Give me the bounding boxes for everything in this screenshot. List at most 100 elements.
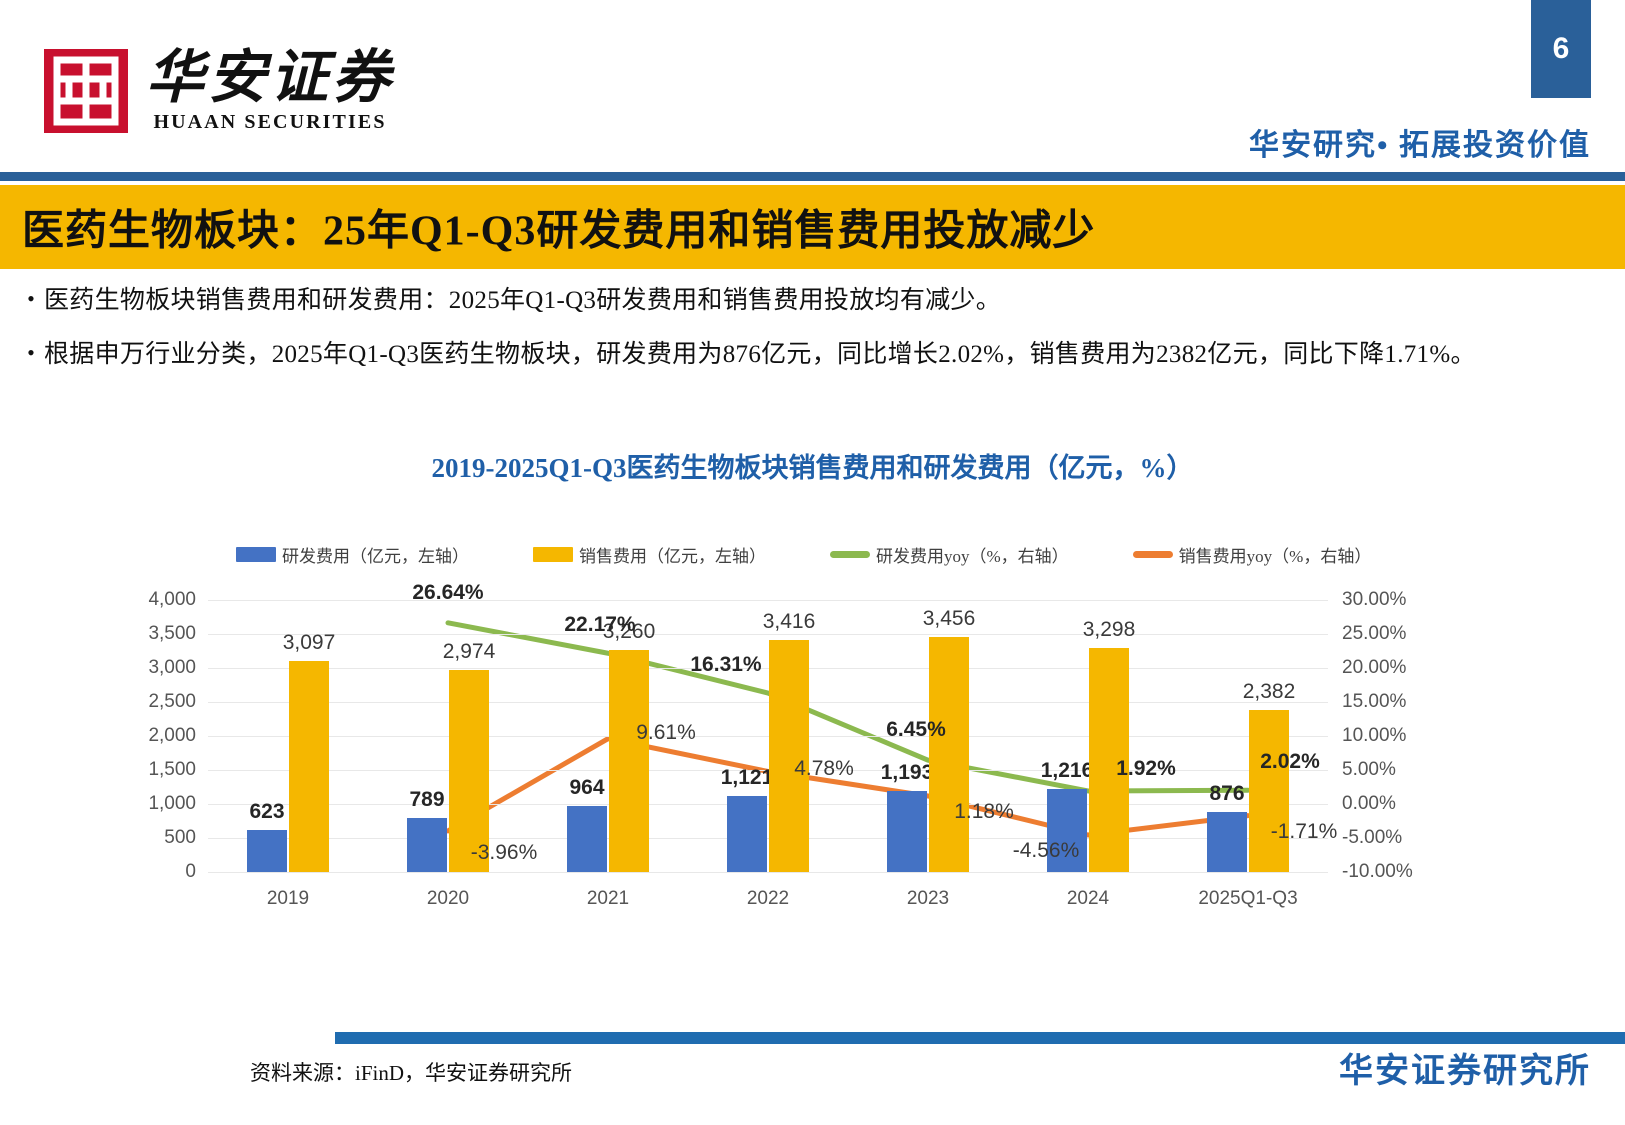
legend-label: 研发费用（亿元，左轴） — [282, 547, 469, 566]
bar-rd-2022 — [727, 795, 767, 872]
huaan-logo-mark — [44, 49, 128, 134]
y-axis-tick-left: 500 — [164, 827, 196, 848]
bar-value-label: 1,121 — [720, 765, 774, 789]
y-axis-tick-right: 20.00% — [1342, 657, 1407, 678]
line-point-label: 6.45% — [886, 718, 946, 742]
legend-swatch-icon — [533, 547, 573, 562]
chart-container: 研发费用（亿元，左轴） 销售费用（亿元，左轴） 研发费用yoy（%，右轴） 销售费用y… — [0, 500, 1625, 950]
x-axis-tick: 2021 — [586, 888, 630, 909]
legend-swatch-icon — [236, 547, 276, 562]
bar-value-label: 3,416 — [762, 609, 816, 633]
x-axis-tick: 2023 — [906, 888, 950, 909]
y-axis-tick-left: 3,000 — [148, 657, 196, 678]
bar-rd-2019 — [247, 829, 287, 872]
x-axis-tick: 2024 — [1066, 888, 1110, 909]
source-note: 资料来源：iFinD，华安证券研究所 — [250, 1061, 573, 1085]
y-axis-tick-left: 3,500 — [148, 623, 196, 644]
y-axis-tick-left: 2,000 — [148, 725, 196, 746]
x-axis-tick: 2025Q1-Q3 — [1198, 888, 1298, 909]
y-axis-tick-right: -10.00% — [1342, 861, 1413, 882]
line-point-label: 22.17% — [564, 613, 636, 637]
footer-brand: 华安证券研究所 — [1339, 1053, 1591, 1090]
bullet-text: 医药生物板块销售费用和研发费用：2025年Q1-Q3研发费用和销售费用投放均有减… — [44, 287, 1002, 314]
slide-title-band: 医药生物板块：25年Q1-Q3研发费用和销售费用投放减少 — [0, 185, 1625, 269]
y-axis-tick-right: 10.00% — [1342, 725, 1407, 746]
chart-legend: 研发费用（亿元，左轴） 销售费用（亿元，左轴） 研发费用yoy（%，右轴） 销售费用y… — [236, 542, 1396, 567]
x-axis-tick: 2022 — [746, 888, 790, 909]
y-axis-tick-left: 0 — [185, 861, 196, 882]
legend-item[interactable]: 销售费用yoy（%，右轴） — [1132, 542, 1372, 567]
line-point-label: 9.61% — [636, 720, 696, 744]
y-axis-tick-right: 5.00% — [1342, 759, 1396, 780]
bar-value-label: 1,193 — [880, 760, 934, 784]
bar-value-label: 1,216 — [1040, 759, 1094, 783]
gridline — [208, 838, 1328, 839]
company-logo: 华安证券 HUAAN SECURITIES — [44, 48, 394, 134]
bar-sales-2021 — [609, 650, 649, 872]
x-axis-tick: 2020 — [426, 888, 470, 909]
y-axis-tick-left: 2,500 — [148, 691, 196, 712]
header-slogan: 华安研究• 拓展投资价值 — [1248, 129, 1591, 162]
bar-value-label: 789 — [409, 788, 445, 812]
bullet-marker-icon: • — [27, 340, 35, 365]
line-point-label: 1.18% — [954, 799, 1014, 823]
logo-english-name: HUAAN SECURITIES — [153, 111, 387, 134]
y-axis-tick-right: 30.00% — [1342, 589, 1407, 610]
bullet-list: • 医药生物板块销售费用和研发费用：2025年Q1-Q3研发费用和销售费用投放均… — [18, 282, 1598, 390]
bar-rd-2023 — [887, 790, 927, 872]
line-point-label: -4.56% — [1012, 839, 1080, 862]
bar-value-label: 3,097 — [282, 631, 336, 655]
legend-item[interactable]: 研发费用（亿元，左轴） — [236, 542, 469, 567]
y-axis-tick-left: 1,000 — [148, 793, 196, 814]
line-point-label: 4.78% — [794, 757, 854, 781]
bar-value-label: 3,260 — [602, 620, 656, 644]
gridline — [208, 736, 1328, 737]
line-point-label: 2.02% — [1260, 750, 1320, 774]
x-axis-tick: 2019 — [266, 888, 310, 909]
y-axis-tick-right: 15.00% — [1342, 691, 1407, 712]
bar-sales-2025Q1-Q3 — [1249, 710, 1289, 872]
bar-value-label: 876 — [1209, 782, 1245, 806]
bar-rd-2020 — [407, 818, 447, 872]
line-point-label: 26.64% — [412, 580, 484, 604]
bar-sales-2023 — [929, 637, 969, 872]
page-title: 医药生物板块：25年Q1-Q3研发费用和销售费用投放减少 — [22, 208, 1096, 255]
bar-sales-2022 — [769, 639, 809, 872]
legend-label: 研发费用yoy（%，右轴） — [876, 547, 1069, 566]
gridline — [208, 600, 1328, 601]
legend-swatch-icon — [830, 551, 870, 558]
bar-sales-2024 — [1089, 647, 1129, 872]
chart-plot-area: 0 -10.00% 500 -5.00% 1,000 0.00% 1,500 5.00% 2,0… — [148, 581, 1412, 909]
line-point-label: 1.92% — [1116, 756, 1176, 780]
bar-value-label: 964 — [569, 776, 605, 800]
header-divider — [0, 172, 1625, 181]
gridline — [208, 634, 1328, 635]
legend-item[interactable]: 研发费用yoy（%，右轴） — [830, 542, 1069, 567]
bullet-marker-icon: • — [27, 286, 35, 311]
gridline — [208, 668, 1328, 669]
bar-rd-2021 — [567, 806, 607, 872]
bar-value-label: 2,382 — [1242, 680, 1296, 704]
legend-item[interactable]: 销售费用（亿元，左轴） — [533, 542, 766, 567]
gridline — [208, 770, 1328, 771]
bar-value-label: 3,456 — [922, 606, 976, 630]
bar-value-label: 623 — [249, 799, 285, 823]
legend-label: 销售费用（亿元，左轴） — [579, 547, 766, 566]
line-point-label: -3.96% — [470, 840, 538, 864]
list-item: • 根据申万行业分类，2025年Q1-Q3医药生物板块，研发费用为876亿元，同… — [18, 336, 1598, 374]
footer-divider — [335, 1032, 1625, 1044]
gridline — [208, 872, 1328, 873]
bar-sales-2020 — [449, 669, 489, 872]
legend-label: 销售费用yoy（%，右轴） — [1178, 547, 1372, 566]
legend-swatch-icon — [1132, 551, 1173, 558]
line-point-label: 16.31% — [690, 653, 762, 677]
y-axis-tick-left: 1,500 — [148, 759, 196, 780]
y-axis-tick-left: 4,000 — [148, 589, 196, 610]
bullet-text: 根据申万行业分类，2025年Q1-Q3医药生物板块，研发费用为876亿元，同比增… — [44, 341, 1476, 368]
line-point-label: -1.71% — [1270, 819, 1338, 843]
y-axis-tick-right: 0.00% — [1342, 793, 1396, 814]
bar-value-label: 3,298 — [1082, 617, 1136, 641]
list-item: • 医药生物板块销售费用和研发费用：2025年Q1-Q3研发费用和销售费用投放均… — [18, 282, 1598, 320]
y-axis-tick-right: -5.00% — [1342, 827, 1403, 848]
bar-rd-2024 — [1047, 789, 1087, 872]
